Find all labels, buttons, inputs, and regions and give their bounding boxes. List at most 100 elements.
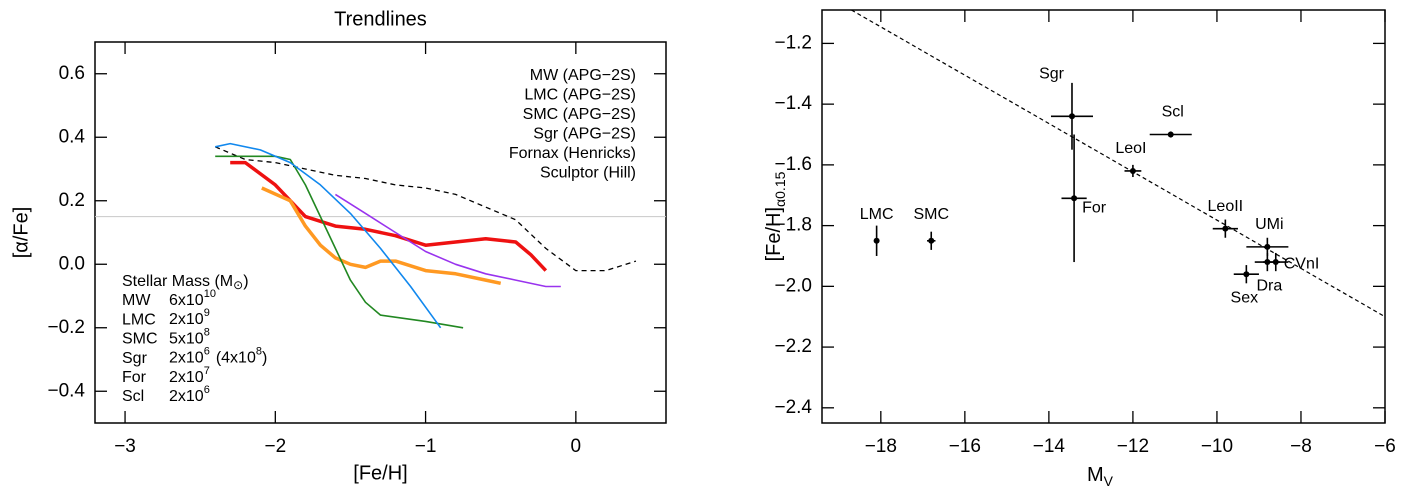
x-tick-label: −6: [1374, 436, 1396, 457]
text-part: 6: [204, 384, 210, 396]
trend-line: [214, 146, 637, 272]
chart-title: Trendlines: [334, 8, 427, 30]
x-axis-label: [Fe/H]: [353, 462, 407, 484]
point-label: Sgr: [1039, 66, 1065, 83]
data-point: [1068, 113, 1075, 120]
mass-name: LMC: [122, 311, 156, 328]
legend-entry: Fornax (Henricks): [509, 145, 636, 162]
trend-line: [261, 186, 502, 286]
y-axis-label: [Fe/H]α0.15: [763, 171, 787, 261]
y-tick-label: −0.4: [47, 380, 85, 401]
text-part: 8: [256, 346, 262, 358]
text-part: 7: [204, 365, 210, 377]
y-tick-label: −2.4: [774, 397, 812, 418]
x-tick-label: −10: [1201, 436, 1233, 457]
point-label: LMC: [860, 206, 894, 223]
legend-entry: SMC (APG−2S): [523, 106, 636, 123]
mass-value: 2x109: [169, 307, 210, 328]
text-part: 2x10: [169, 388, 204, 405]
data-point: [1129, 167, 1136, 174]
mass-name: For: [122, 369, 147, 386]
text-part: ⊙: [233, 278, 243, 292]
x-tick-label: −12: [1117, 436, 1149, 457]
point-label: For: [1082, 199, 1107, 216]
x-tick-label: −14: [1033, 436, 1066, 457]
mass-value: 2x106 (4x108): [169, 346, 267, 367]
y-axis-label: [α/Fe]: [10, 207, 32, 259]
plot-frame: [821, 9, 1386, 424]
x-tick-label: −8: [1290, 436, 1312, 457]
text-part: [Fe/H]: [763, 207, 785, 261]
mass-name: Sgr: [122, 350, 148, 367]
trend-line: [215, 142, 442, 329]
mass-name: SMC: [122, 331, 158, 348]
text-part: 6x10: [169, 292, 204, 309]
point-label: LeoI: [1115, 140, 1146, 157]
y-tick-label: 0.2: [59, 190, 85, 211]
data-point: [873, 237, 880, 244]
plot-frame: [94, 41, 667, 424]
text-part: V: [1104, 473, 1114, 489]
trend-line: [215, 155, 464, 329]
legend-entry: MW (APG−2S): [530, 67, 636, 84]
y-tick-label: 0.6: [59, 63, 85, 84]
text-part: ): [243, 273, 248, 290]
point-label: Sex: [1231, 289, 1259, 306]
point-label: UMi: [1255, 216, 1283, 233]
trend-line: [230, 160, 548, 272]
mass-name: Scl: [122, 388, 144, 405]
text-part: M: [1087, 464, 1104, 486]
point-label: LeoII: [1208, 198, 1244, 215]
point-label: Scl: [1162, 104, 1184, 121]
y-tick-label: 0.0: [59, 253, 85, 274]
data-point: [1071, 195, 1078, 202]
mass-value: 5x108: [169, 326, 210, 347]
x-tick-label: 0: [571, 436, 582, 457]
data-point: [1243, 271, 1250, 278]
x-axis-label: MV: [1087, 464, 1114, 488]
legend-entry: Sgr (APG−2S): [533, 126, 636, 143]
text-part: 9: [204, 307, 210, 319]
mass-value: 2x106: [169, 384, 210, 405]
x-tick-label: −18: [865, 436, 897, 457]
text-part: 5x10: [169, 331, 204, 348]
data-point: [1264, 243, 1271, 250]
y-tick-label: −1.8: [774, 215, 812, 236]
text-part: 2x10: [169, 369, 204, 386]
x-tick-label: −2: [264, 436, 286, 457]
x-tick-label: −3: [114, 436, 136, 457]
fit-line: [851, 9, 1386, 318]
data-point: [928, 237, 935, 244]
point-label: SMC: [913, 206, 949, 223]
data-point: [1272, 259, 1279, 266]
text-part: 6: [204, 346, 210, 358]
x-tick-label: −1: [415, 436, 437, 457]
y-tick-label: −2.2: [774, 336, 812, 357]
text-part: (4x10: [216, 350, 256, 367]
text-part: 2x10: [169, 350, 204, 367]
y-tick-label: −1.6: [774, 154, 812, 175]
y-tick-label: −0.2: [47, 317, 85, 338]
y-tick-label: −1.2: [774, 32, 812, 53]
text-part: α0.15: [772, 171, 788, 207]
legend-entry: Sculptor (Hill): [540, 165, 636, 182]
text-part: 8: [204, 326, 210, 338]
mass-name: MW: [122, 292, 151, 309]
x-tick-label: −16: [949, 436, 981, 457]
mass-value: 2x107: [169, 365, 210, 386]
data-point: [1167, 131, 1174, 138]
text-part: 10: [204, 288, 216, 300]
y-tick-label: −2.0: [774, 275, 812, 296]
y-tick-label: −1.4: [774, 93, 812, 114]
y-tick-label: 0.4: [59, 126, 86, 147]
text-part: 2x10: [169, 311, 204, 328]
data-point: [1222, 225, 1229, 232]
point-label: CVnI: [1284, 255, 1320, 272]
mass-title: Stellar Mass (M⊙): [122, 273, 249, 292]
text-part: Stellar Mass (M: [122, 273, 233, 290]
text-part: ): [262, 350, 267, 367]
mass-value: 6x1010: [169, 288, 216, 309]
trend-line: [334, 193, 561, 288]
legend-entry: LMC (APG−2S): [524, 87, 636, 104]
